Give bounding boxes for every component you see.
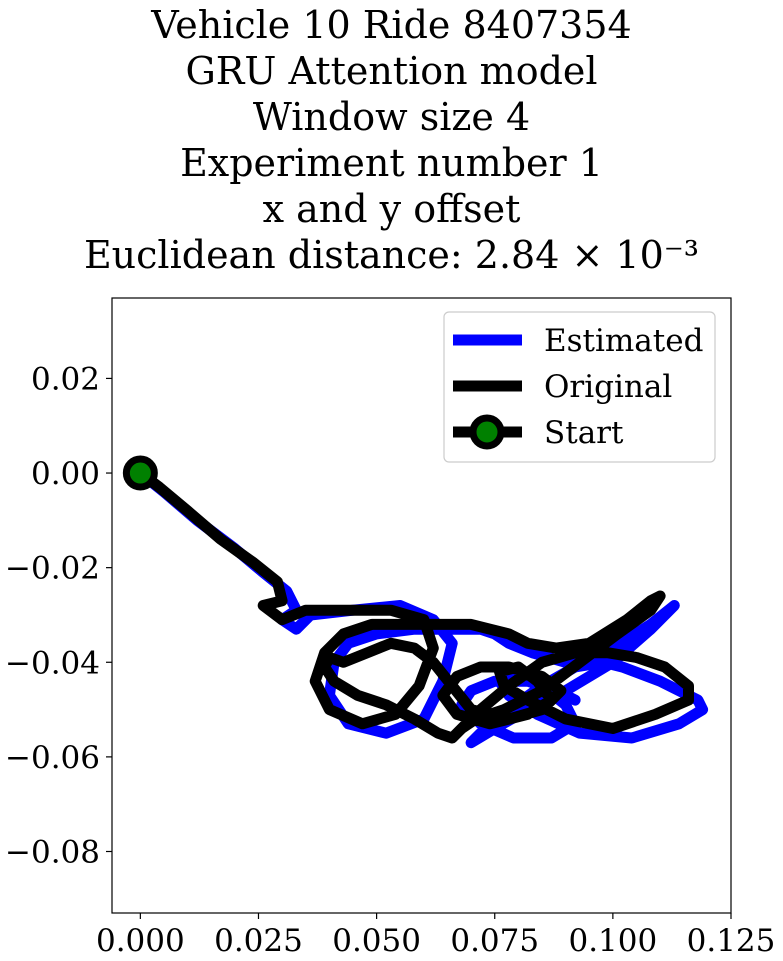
legend-box	[443, 311, 716, 463]
x-tick-label: 0.100	[568, 923, 657, 959]
y-axis: 0.02 0.00 −0.02 −0.04 −0.06 −0.08	[5, 361, 112, 871]
start-marker	[122, 455, 158, 491]
x-tick-label: 0.050	[332, 923, 421, 959]
x-tick-label: 0.125	[687, 923, 776, 959]
legend-label-original: Original	[544, 369, 672, 405]
y-tick-label: 0.00	[31, 456, 100, 492]
series-line-original	[134, 467, 694, 744]
legend-swatch-start-marker	[469, 414, 505, 450]
y-tick-label: −0.04	[5, 645, 100, 681]
x-axis: 0.000 0.025 0.050 0.075 0.100 0.125	[96, 913, 775, 959]
title-line-3: Window size 4	[252, 95, 531, 139]
title-line-4: Experiment number 1	[180, 141, 603, 185]
y-tick-label: 0.02	[31, 361, 100, 397]
series-layer	[134, 467, 709, 749]
title-line-2: GRU Attention model	[185, 49, 598, 93]
plot-frame	[111, 297, 732, 914]
legend-label-estimated: Estimated	[544, 323, 703, 359]
legend-label-start: Start	[544, 415, 624, 451]
y-tick-label: −0.02	[5, 551, 100, 587]
chart-title: Vehicle 10 Ride 8407354 GRU Attention mo…	[0, 2, 783, 278]
title-line-5: x and y offset	[262, 187, 521, 231]
title-line-1: Vehicle 10 Ride 8407354	[151, 3, 632, 47]
y-tick-label: −0.06	[5, 740, 100, 776]
y-tick-label: −0.08	[5, 835, 100, 871]
x-tick-label: 0.000	[96, 923, 185, 959]
title-line-6: Euclidean distance: 2.84 × 10⁻³	[83, 233, 700, 277]
x-tick-label: 0.025	[214, 923, 303, 959]
series-line-estimated	[134, 467, 709, 749]
x-tick-label: 0.075	[450, 923, 539, 959]
legend: Estimated Original Start	[443, 311, 716, 463]
